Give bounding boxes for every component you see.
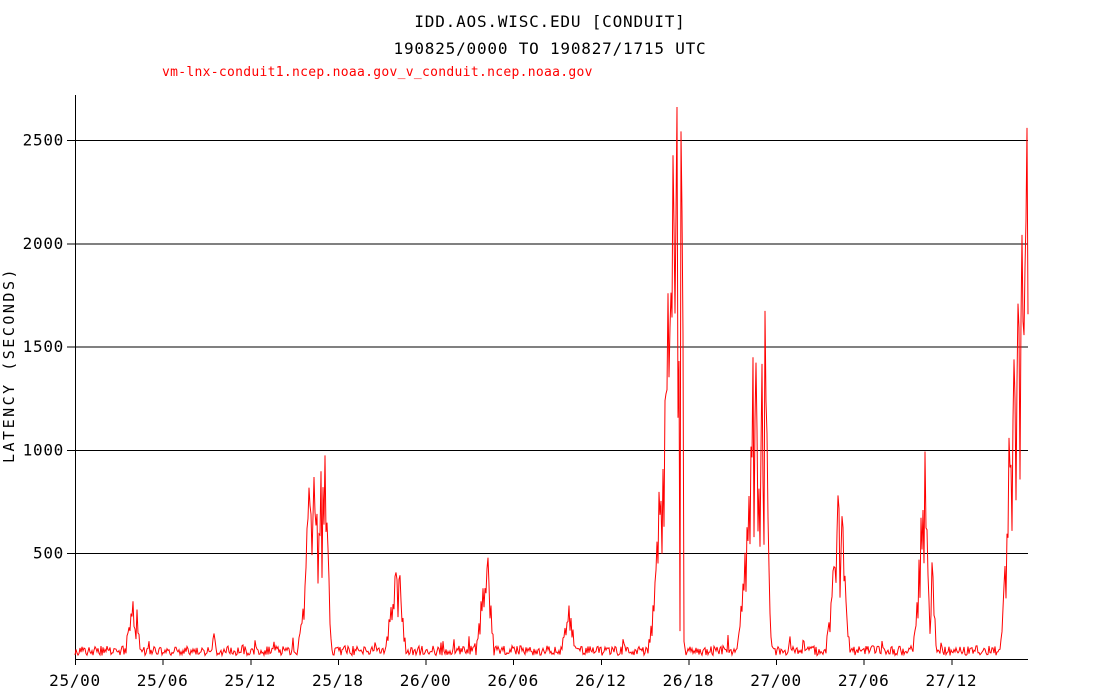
x-tick-label: 27/12: [925, 671, 977, 690]
x-tick-label: 26/18: [663, 671, 715, 690]
x-tick-label: 25/18: [312, 671, 364, 690]
x-tick-label: 26/00: [400, 671, 452, 690]
y-tick-label: 1000: [23, 440, 64, 459]
y-tick-label: 1500: [23, 337, 64, 356]
series-legend-label: vm-lnx-conduit1.ncep.noaa.gov_v_conduit.…: [162, 65, 593, 80]
y-tick-label: 2000: [23, 234, 64, 253]
x-tick-label: 27/00: [750, 671, 802, 690]
y-tick-label: 500: [33, 544, 64, 563]
x-tick-label: 25/06: [137, 671, 189, 690]
y-axis-label: LATENCY (SECONDS): [0, 266, 18, 464]
x-tick-label: 25/12: [224, 671, 276, 690]
y-tick-label: 2500: [23, 131, 64, 150]
latency-series-line: [74, 106, 1029, 658]
x-tick-label: 26/12: [575, 671, 627, 690]
x-tick-label: 25/00: [49, 671, 101, 690]
chart-title: IDD.AOS.WISC.EDU [CONDUIT]: [414, 12, 686, 31]
chart-subtitle: 190825/0000 TO 190827/1715 UTC: [393, 39, 707, 58]
x-tick-label: 26/06: [487, 671, 539, 690]
x-tick-label: 27/06: [838, 671, 890, 690]
